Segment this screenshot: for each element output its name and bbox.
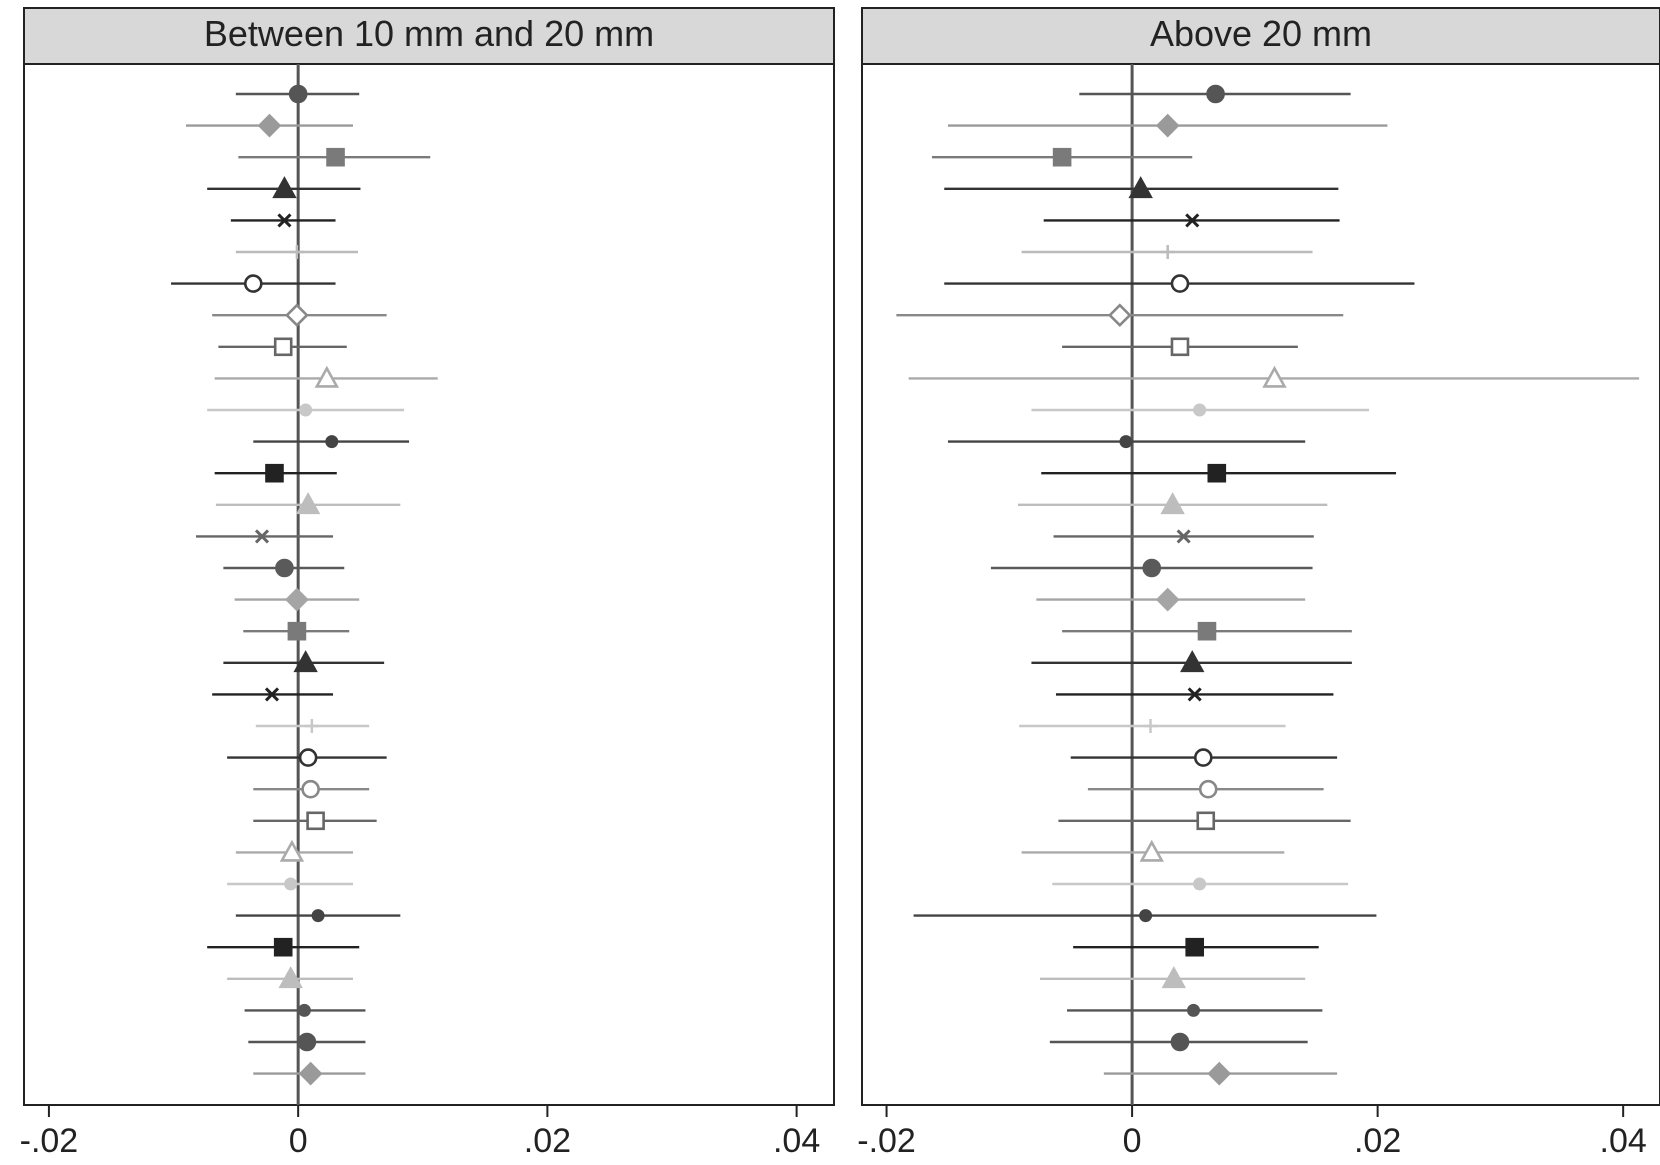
point-estimate [273, 337, 293, 357]
point-estimate [1142, 558, 1162, 578]
x-tick-label: .02 [1354, 1122, 1401, 1160]
point-estimate [326, 147, 345, 167]
point-estimate [278, 966, 303, 989]
point-estimate [1193, 877, 1207, 891]
point-estimate [1193, 403, 1207, 417]
point-estimate [1207, 1061, 1232, 1086]
point-estimate [285, 587, 309, 612]
x-tick-label: -.02 [857, 1122, 916, 1160]
x-tick-label: .02 [524, 1122, 571, 1160]
point-estimate [1107, 303, 1132, 328]
point-estimate [1193, 748, 1213, 767]
point-estimate [1262, 365, 1287, 388]
point-estimate [285, 303, 309, 328]
point-estimate [1185, 213, 1200, 228]
point-estimate [297, 1032, 317, 1052]
point-estimate [1160, 492, 1185, 515]
point-estimate [299, 403, 313, 417]
point-estimate [288, 84, 308, 104]
point-estimate [287, 621, 307, 641]
point-estimate [1207, 463, 1227, 483]
point-estimate [1198, 779, 1218, 799]
point-estimate [297, 1003, 311, 1017]
point-estimate [265, 463, 284, 483]
point-estimate [1155, 113, 1180, 138]
point-estimate [1170, 274, 1190, 293]
point-estimate [277, 213, 292, 228]
point-estimate [306, 811, 325, 831]
point-estimate [273, 937, 293, 957]
point-estimate [254, 529, 270, 544]
point-estimate [1170, 1032, 1190, 1052]
plot-frame [23, 63, 835, 1106]
x-tick-label: -.02 [20, 1122, 79, 1160]
point-estimate [1143, 719, 1158, 733]
point-estimate [298, 748, 318, 767]
point-estimate [1176, 529, 1191, 544]
x-tick-label: 0 [1123, 1122, 1142, 1160]
point-estimate [295, 492, 321, 515]
point-estimate [1187, 687, 1202, 702]
panel-title-bar [23, 7, 835, 65]
point-estimate [314, 365, 340, 388]
panel-title: Above 20 mm [1150, 13, 1372, 54]
point-estimate [264, 687, 280, 702]
point-estimate [243, 274, 263, 293]
plot-frame [861, 63, 1660, 1106]
point-estimate [257, 113, 282, 138]
panel-1: Between 10 mm and 20 mm -.02 0 .02 .04 [20, 7, 835, 1160]
point-estimate [1180, 650, 1205, 673]
point-estimate [272, 176, 297, 199]
point-estimate [279, 839, 305, 862]
point-estimate [289, 245, 304, 259]
panel-2: Above 20 mm -.02 0 .02 .04 [857, 7, 1660, 1160]
x-tick-label: .04 [773, 1122, 820, 1160]
point-estimate [1052, 147, 1072, 167]
point-estimate [1119, 435, 1133, 449]
point-estimate [298, 1061, 323, 1086]
point-estimate [1139, 839, 1164, 862]
point-estimate [311, 909, 325, 923]
point-estimate [1196, 811, 1216, 831]
point-estimate [1206, 84, 1225, 104]
point-estimate [1185, 937, 1205, 957]
panel-title: Between 10 mm and 20 mm [204, 13, 654, 54]
point-estimate [325, 435, 339, 449]
point-estimate [1139, 909, 1153, 923]
point-estimate [1160, 245, 1175, 259]
point-estimate [284, 877, 298, 891]
point-estimate [1197, 621, 1217, 641]
point-estimate [293, 650, 318, 673]
panel-title-bar [861, 7, 1660, 65]
point-estimate [1170, 337, 1190, 357]
x-tick-label: 0 [289, 1122, 308, 1160]
point-estimate [304, 719, 319, 733]
point-estimate [1155, 587, 1180, 612]
point-estimate [1161, 966, 1187, 989]
point-estimate [275, 558, 294, 578]
x-tick-label: .04 [1600, 1122, 1647, 1160]
point-estimate [1186, 1003, 1200, 1017]
point-estimate [1128, 176, 1153, 199]
point-estimate [301, 779, 320, 799]
